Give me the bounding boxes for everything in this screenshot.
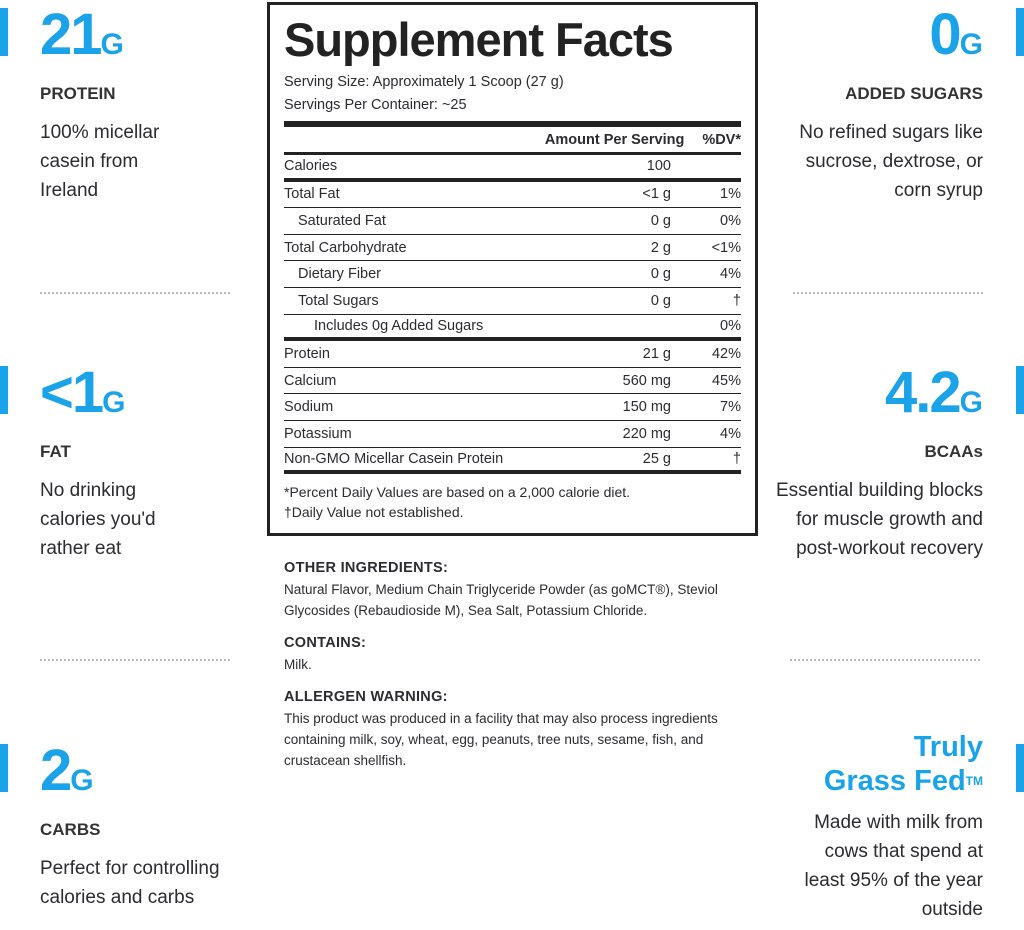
- nutrient-dv: 7%: [720, 399, 741, 416]
- feature-fat: <1G FAT No drinking calories you'd rathe…: [40, 362, 275, 563]
- table-row: Potassium 220 mg 4%: [284, 421, 741, 448]
- nutrient-amount: 220 mg: [622, 425, 671, 442]
- table-row: Protein 21 g 42%: [284, 341, 741, 368]
- nutrient-amount: 21 g: [642, 345, 671, 362]
- table-row: Saturated Fat 0 g 0%: [284, 208, 741, 235]
- nutrient-dv: 1%: [720, 186, 741, 203]
- feature-desc: Perfect for controlling calories and car…: [40, 858, 220, 908]
- nutrient-amount: 0 g: [650, 292, 671, 309]
- feature-label: FAT: [40, 442, 71, 461]
- nutrient-amount: 150 mg: [622, 399, 671, 416]
- feature-added-sugars: 0G ADDED SUGARS No refined sugars like s…: [748, 4, 983, 205]
- other-ingredients: OTHER INGREDIENTS: Natural Flavor, Medium…: [284, 560, 718, 618]
- nutrient-name: Calcium: [284, 372, 337, 389]
- feature-value: 0G: [929, 2, 983, 67]
- divider: [284, 121, 741, 127]
- table-row: Calories 100: [284, 155, 741, 182]
- nutrient-amount: 2 g: [650, 239, 671, 256]
- feature-protein: 21G PROTEIN 100% micellar casein from Ir…: [40, 4, 275, 205]
- nutrient-name: Protein: [284, 345, 330, 362]
- accent-bar: [0, 744, 8, 792]
- nutrient-amount: 0 g: [650, 266, 671, 283]
- table-header: Amount Per Serving %DV*: [284, 127, 741, 155]
- feature-label: BCAAs: [924, 442, 983, 461]
- feature-value: 4.2G: [885, 360, 983, 425]
- accent-bar: [1016, 744, 1024, 792]
- divider: [40, 292, 230, 294]
- feature-desc: Made with milk from cows that spend at l…: [804, 812, 984, 920]
- nutrient-name: Sodium: [284, 399, 334, 416]
- nutrient-amount: 560 mg: [622, 372, 671, 389]
- table-row: Includes 0g Added Sugars 0%: [284, 315, 741, 342]
- feature-value: <1G: [40, 360, 126, 425]
- nutrient-name: Total Sugars: [298, 292, 379, 309]
- divider: [793, 292, 983, 294]
- nutrient-dv: †: [732, 292, 741, 309]
- footnotes: *Percent Daily Values are based on a 2,0…: [284, 484, 631, 521]
- feature-grass-fed: Truly Grass FedTM Made with milk from cow…: [748, 730, 984, 924]
- nutrient-amount: 0 g: [650, 212, 671, 229]
- table-row: Total Carbohydrate 2 g <1%: [284, 235, 741, 262]
- nutrient-dv: 4%: [720, 266, 741, 283]
- nutrient-name: Potassium: [284, 425, 352, 442]
- serving-size: Serving Size: Approximately 1 Scoop (27 …: [284, 74, 564, 90]
- nutrient-name: Saturated Fat: [298, 212, 386, 229]
- table-row: Total Fat <1 g 1%: [284, 182, 741, 209]
- feature-bcaas: 4.2G BCAAs Essential building blocks for…: [748, 362, 983, 563]
- nutrient-dv: 42%: [711, 345, 741, 362]
- divider: [40, 659, 230, 661]
- feature-label: PROTEIN: [40, 84, 116, 103]
- feature-value: 21G: [40, 2, 124, 67]
- accent-bar: [1016, 366, 1024, 414]
- servings-per-container: Servings Per Container: ~25: [284, 97, 467, 113]
- accent-bar: [0, 366, 8, 414]
- nutrient-amount: <1 g: [642, 186, 671, 203]
- table-row: Non-GMO Micellar Casein Protein 25 g †: [284, 448, 741, 475]
- allergen-warning: ALLERGEN WARNING: This product was produc…: [284, 689, 718, 768]
- nutrient-dv: 0%: [720, 317, 741, 334]
- nutrient-name: Calories: [284, 158, 338, 175]
- nutrient-name: Total Fat: [284, 186, 340, 203]
- feature-label: CARBS: [40, 820, 101, 839]
- feature-desc: No drinking calories you'd rather eat: [40, 480, 156, 559]
- contains: CONTAINS: Milk.: [284, 635, 367, 672]
- ingredients-section: OTHER INGREDIENTS: Natural Flavor, Medium…: [284, 558, 754, 783]
- table-row: Dietary Fiber 0 g 4%: [284, 261, 741, 288]
- nutrient-dv: 45%: [711, 372, 741, 389]
- nutrient-name: Includes 0g Added Sugars: [314, 317, 484, 334]
- feature-label: ADDED SUGARS: [845, 84, 983, 103]
- panel-title: Supplement Facts: [284, 13, 674, 66]
- feature-desc: No refined sugars like sucrose, dextrose…: [799, 122, 983, 201]
- nutrient-name: Non-GMO Micellar Casein Protein: [284, 450, 504, 467]
- nutrient-amount: 100: [646, 158, 671, 175]
- feature-value: 2G: [40, 738, 94, 803]
- feature-carbs: 2G CARBS Perfect for controlling calorie…: [40, 740, 275, 912]
- nutrient-dv: 4%: [720, 425, 741, 442]
- nutrient-amount: 25 g: [642, 450, 671, 467]
- table-row: Calcium 560 mg 45%: [284, 368, 741, 395]
- nutrient-name: Total Carbohydrate: [284, 239, 407, 256]
- feature-desc: 100% micellar casein from Ireland: [40, 122, 160, 201]
- nutrient-name: Dietary Fiber: [298, 266, 381, 283]
- accent-bar: [0, 8, 8, 56]
- feature-desc: Essential building blocks for muscle gro…: [775, 480, 983, 559]
- divider: [790, 659, 980, 661]
- table-row: Total Sugars 0 g †: [284, 288, 741, 315]
- accent-bar: [1016, 8, 1024, 56]
- nutrient-dv: <1%: [711, 239, 741, 256]
- feature-title: Truly Grass FedTM: [823, 731, 983, 797]
- table-row: Sodium 150 mg 7%: [284, 394, 741, 421]
- supplement-facts-panel: Supplement Facts Serving Size: Approxima…: [267, 2, 758, 536]
- nutrient-dv: 0%: [720, 212, 741, 229]
- nutrient-dv: †: [732, 450, 741, 467]
